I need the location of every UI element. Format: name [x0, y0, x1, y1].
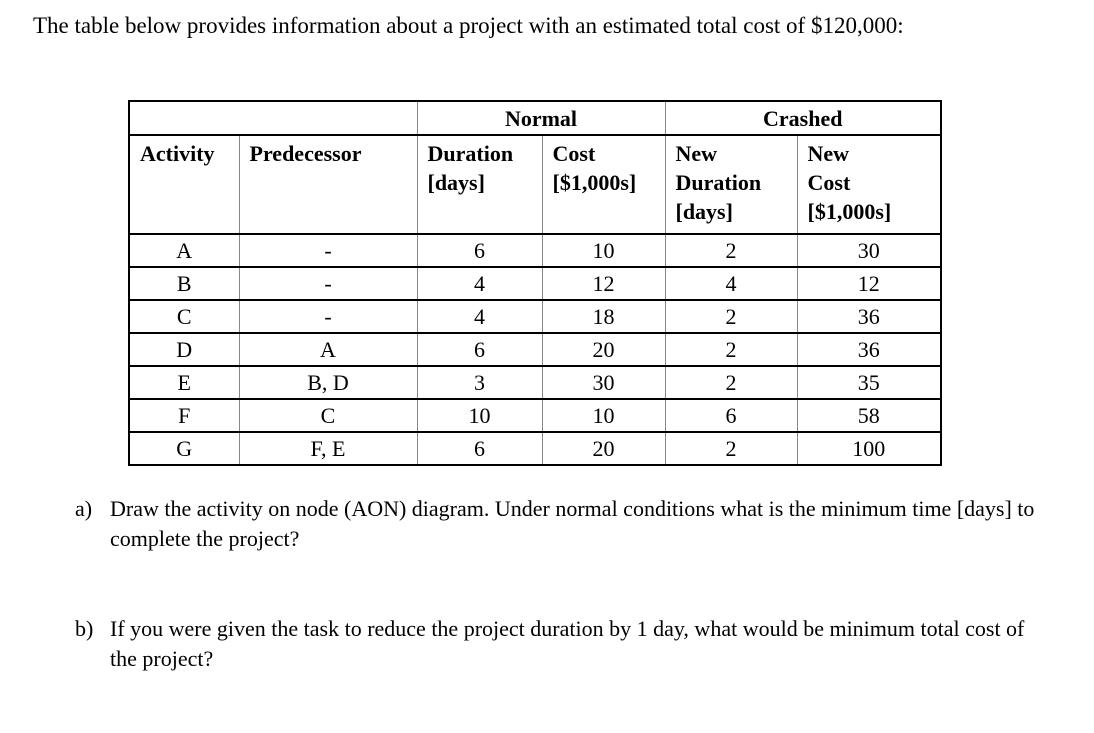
cell-activity: G	[128, 431, 240, 466]
intro-text: The table below provides information abo…	[33, 13, 904, 38]
normal-group-header: Normal	[416, 100, 666, 136]
header-predecessor: Predecessor	[238, 134, 418, 235]
cell-activity: E	[128, 365, 240, 400]
group-header-row: Normal Crashed	[128, 100, 942, 136]
cell-crashed-duration: 6	[664, 398, 798, 433]
cell-normal-cost: 12	[541, 266, 666, 301]
blank-header-cell	[128, 100, 418, 136]
question-a: a) Draw the activity on node (AON) diagr…	[75, 494, 1040, 554]
cell-crashed-duration: 2	[664, 299, 798, 334]
cell-normal-duration: 10	[416, 398, 543, 433]
question-text: Draw the activity on node (AON) diagram.…	[110, 496, 1035, 551]
cell-predecessor: -	[238, 233, 418, 268]
header-line: Duration	[427, 141, 514, 166]
cell-activity: B	[128, 266, 240, 301]
table-row: C -4 18 2 36	[128, 299, 942, 334]
cell-normal-duration: 6	[416, 431, 543, 466]
cell-normal-cost: 10	[541, 233, 666, 268]
table-row: D A 6 20 2 36	[128, 332, 942, 367]
header-line: Cost	[807, 170, 851, 195]
cell-crashed-cost: 35	[796, 365, 942, 400]
question-label: b)	[75, 616, 94, 641]
header-line: Cost	[552, 141, 596, 166]
header-normal-cost: Cost [$1,000s]	[541, 134, 666, 235]
cell-crashed-duration: 2	[664, 365, 798, 400]
cell-crashed-cost: 12	[796, 266, 942, 301]
table-row: B -4 12 4 12	[128, 266, 942, 301]
cell-normal-duration: 6	[416, 233, 543, 268]
cell-activity: C	[128, 299, 240, 334]
header-line: [$1,000s]	[552, 170, 637, 195]
project-table: Normal Crashed Activity Predecessor Dura…	[128, 100, 942, 466]
header-normal-duration: Duration [days]	[416, 134, 543, 235]
header-crashed-cost: New Cost [$1,000s]	[796, 134, 942, 235]
cell-crashed-duration: 2	[664, 233, 798, 268]
cell-normal-duration: 3	[416, 365, 543, 400]
header-line: [$1,000s]	[807, 199, 892, 224]
cell-normal-cost: 18	[541, 299, 666, 334]
table-row: F C 10 10 6 58	[128, 398, 942, 433]
cell-predecessor: B, D	[238, 365, 418, 400]
cell-crashed-cost: 36	[796, 332, 942, 367]
question-label: a)	[75, 496, 93, 521]
cell-normal-duration: 4	[416, 299, 543, 334]
crashed-group-header: Crashed	[664, 100, 942, 136]
cell-activity: A	[128, 233, 240, 268]
cell-predecessor: -	[238, 266, 418, 301]
cell-normal-duration: 6	[416, 332, 543, 367]
header-line: [days]	[675, 199, 733, 224]
cell-activity: D	[128, 332, 240, 367]
question-text: If you were given the task to reduce the…	[110, 616, 1025, 671]
cell-crashed-cost: 58	[796, 398, 942, 433]
cell-normal-cost: 20	[541, 332, 666, 367]
table-row: E B, D 3 30 2 35	[128, 365, 942, 400]
cell-normal-cost: 20	[541, 431, 666, 466]
cell-predecessor: F, E	[238, 431, 418, 466]
column-header-row: Activity Predecessor Duration [days] Cost…	[128, 134, 942, 235]
cell-crashed-duration: 4	[664, 266, 798, 301]
cell-normal-duration: 4	[416, 266, 543, 301]
cell-activity: F	[128, 398, 240, 433]
cell-crashed-duration: 2	[664, 332, 798, 367]
cell-predecessor: A	[238, 332, 418, 367]
cell-normal-cost: 30	[541, 365, 666, 400]
header-line: New	[675, 141, 718, 166]
header-crashed-duration: New Duration [days]	[664, 134, 798, 235]
table-row: A -6 10 2 30	[128, 233, 942, 268]
cell-crashed-duration: 2	[664, 431, 798, 466]
header-activity: Activity	[128, 134, 240, 235]
table-row: G F, E 6 20 2 100	[128, 431, 942, 466]
header-line: New	[807, 141, 850, 166]
cell-crashed-cost: 36	[796, 299, 942, 334]
question-b: b) If you were given the task to reduce …	[75, 614, 1040, 674]
header-line: [days]	[427, 170, 485, 195]
header-line: Duration	[675, 170, 762, 195]
cell-crashed-cost: 100	[796, 431, 942, 466]
cell-predecessor: C	[238, 398, 418, 433]
cell-normal-cost: 10	[541, 398, 666, 433]
cell-crashed-cost: 30	[796, 233, 942, 268]
cell-predecessor: -	[238, 299, 418, 334]
